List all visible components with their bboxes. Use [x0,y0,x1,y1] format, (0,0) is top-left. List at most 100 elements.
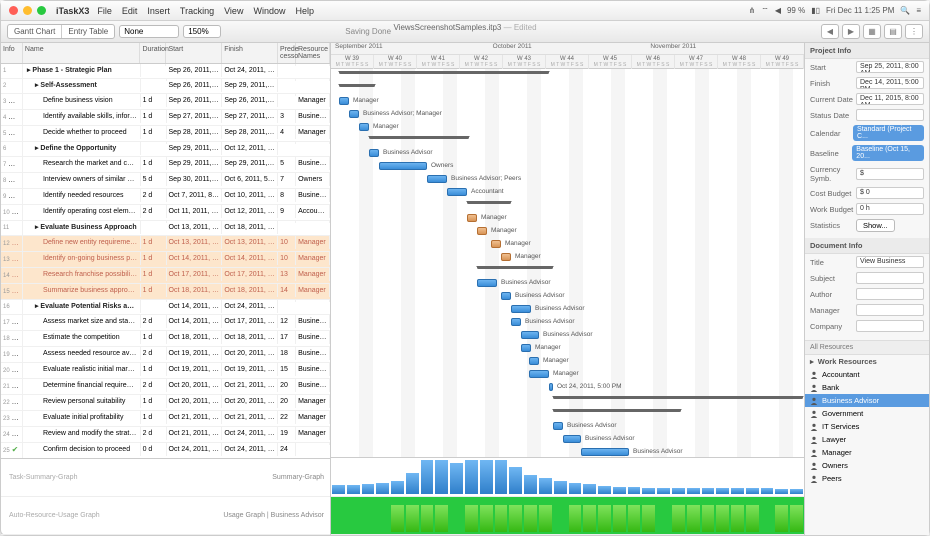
col-start[interactable]: Start [166,43,222,63]
gantt-task-bar[interactable] [549,383,553,391]
resource-item[interactable]: Accountant [805,368,929,381]
resource-group[interactable]: ▸ Work Resources [805,355,929,368]
filter-select[interactable]: None [119,25,179,38]
inspector-value[interactable]: Sep 25, 2011, 8:00 AM [856,61,924,73]
menu-file[interactable]: File [97,6,112,16]
gantt-task-bar[interactable] [563,435,581,443]
gantt-summary-bar[interactable] [467,201,511,204]
inspector-value[interactable] [856,320,924,332]
table-row[interactable]: 25 ✔Confirm decision to proceed0 dOct 24… [1,443,330,458]
gantt-task-bar[interactable] [477,227,487,235]
inspector-value[interactable]: View Business [856,256,924,268]
gantt-task-bar[interactable] [511,318,521,326]
col-res[interactable]: Resource Names [296,43,330,63]
resource-item[interactable]: Business Advisor [805,394,929,407]
zoom-icon[interactable] [37,6,46,15]
gantt-summary-bar[interactable] [339,84,375,87]
menu-insert[interactable]: Insert [147,6,170,16]
resource-item[interactable]: Lawyer [805,433,929,446]
table-row[interactable]: 14 ✔Research franchise possibilities1 dO… [1,268,330,284]
gantt-task-bar[interactable] [521,344,531,352]
col-info[interactable]: Info [1,43,23,63]
gantt-task-bar[interactable] [501,253,511,261]
gantt-task-bar[interactable] [529,357,539,365]
zoom-select[interactable]: 150% [183,25,221,38]
gantt-task-bar[interactable] [349,110,359,118]
gantt-task-bar[interactable] [467,214,477,222]
table-row[interactable]: 4 ✔Identify available skills, informatio… [1,110,330,126]
gantt-summary-bar[interactable] [477,266,553,269]
gantt-task-bar[interactable] [359,123,369,131]
gantt-task-bar[interactable] [553,422,563,430]
table-row[interactable]: 18 ✔Estimate the competition1 dOct 18, 2… [1,331,330,347]
gantt-task-bar[interactable] [447,188,467,196]
inspector-value[interactable] [856,304,924,316]
menu-tracking[interactable]: Tracking [180,6,214,16]
col-name[interactable]: Name [23,43,141,63]
toolbar-button[interactable]: ▤ [884,24,902,39]
gantt-summary-bar[interactable] [369,136,469,139]
toolbar-button[interactable]: ▦ [863,24,881,39]
resource-item[interactable]: Bank [805,381,929,394]
gantt-task-bar[interactable] [339,97,349,105]
resource-item[interactable]: Peers [805,472,929,485]
inspector-value[interactable]: Dec 14, 2011, 5:00 PM [856,77,924,89]
inspector-popup[interactable]: Baseline (Oct 15, 20... [852,145,924,161]
gantt-task-bar[interactable] [491,240,501,248]
menu-window[interactable]: Window [253,6,285,16]
inspector-popup[interactable]: Standard (Project C... [853,125,924,141]
table-row[interactable]: 19 ✔Assess needed resource availability2… [1,347,330,363]
menu-help[interactable]: Help [295,6,314,16]
gantt-task-bar[interactable] [427,175,447,183]
table-row[interactable]: 17 ✔Assess market size and stability2 dO… [1,315,330,331]
inspector-value[interactable] [856,288,924,300]
table-row[interactable]: 22 ✔Review personal suitability1 dOct 20… [1,395,330,411]
resource-item[interactable]: Manager [805,446,929,459]
col-pred[interactable]: Prede cesso [278,43,296,63]
table-row[interactable]: 24 ✔Review and modify the strategic plan… [1,427,330,443]
table-row[interactable]: 6 ▸ Define the OpportunitySep 29, 2011, … [1,142,330,157]
gantt-task-bar[interactable] [501,292,511,300]
table-row[interactable]: 1 ▸ Phase 1 - Strategic PlanSep 26, 2011… [1,64,330,79]
gantt-summary-bar[interactable] [553,409,681,412]
inspector-toggle-button[interactable]: ⋮ [905,24,923,39]
table-row[interactable]: 16 ▸ Evaluate Potential Risks and Reward… [1,300,330,315]
inspector-value[interactable] [856,109,924,121]
stats-button[interactable]: Show... [856,219,895,232]
table-row[interactable]: 8 ✔Interview owners of similar businesse… [1,173,330,189]
inspector-value[interactable]: Dec 11, 2015, 8:00 AM [856,93,924,105]
nav-next-button[interactable]: ▶ [842,24,860,39]
minimize-icon[interactable] [23,6,32,15]
gantt-summary-bar[interactable] [553,396,803,399]
col-finish[interactable]: Finish [222,43,278,63]
table-row[interactable]: 7 ✔Research the market and competition1 … [1,157,330,173]
table-row[interactable]: 3 ✔Define business vision1 dSep 26, 2011… [1,94,330,110]
table-row[interactable]: 23 ✔Evaluate initial profitability1 dOct… [1,411,330,427]
gantt-task-bar[interactable] [529,370,549,378]
menu-edit[interactable]: Edit [122,6,138,16]
menu-view[interactable]: View [224,6,243,16]
gantt-task-bar[interactable] [477,279,497,287]
resource-item[interactable]: Owners [805,459,929,472]
col-duration[interactable]: Duration [140,43,166,63]
view-selector[interactable]: Gantt ChartEntry Table [7,24,115,39]
table-row[interactable]: 13 ✔Identify on-going business purchase … [1,252,330,268]
resource-item[interactable]: IT Services [805,420,929,433]
table-row[interactable]: 15 ✔Summarize business approach1 dOct 18… [1,284,330,300]
gantt-task-bar[interactable] [369,149,379,157]
table-row[interactable]: 10 ✔Identify operating cost elements2 dO… [1,205,330,221]
gantt-task-bar[interactable] [521,331,539,339]
table-row[interactable]: 21 ✔Determine financial requirements2 dO… [1,379,330,395]
table-row[interactable]: 20 ✔Evaluate realistic initial market sh… [1,363,330,379]
resource-item[interactable]: Government [805,407,929,420]
table-row[interactable]: 9 ✔Identify needed resources2 dOct 7, 20… [1,189,330,205]
close-icon[interactable] [9,6,18,15]
nav-prev-button[interactable]: ◀ [821,24,839,39]
inspector-value[interactable] [856,272,924,284]
gantt-task-bar[interactable] [511,305,531,313]
gantt-summary-bar[interactable] [339,71,549,74]
gantt-task-bar[interactable] [379,162,427,170]
table-row[interactable]: 12 ✔Define new entity requirements1 dOct… [1,236,330,252]
table-row[interactable]: 5 ✔Decide whether to proceed1 dSep 28, 2… [1,126,330,142]
table-row[interactable]: 11 ▸ Evaluate Business ApproachOct 13, 2… [1,221,330,236]
